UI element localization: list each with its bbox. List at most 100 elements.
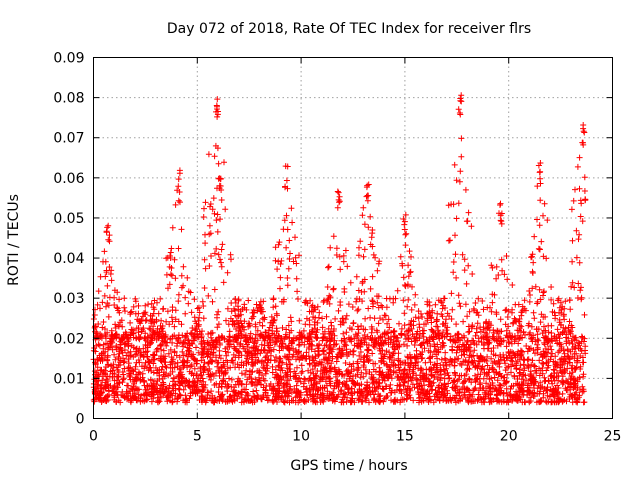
y-tick-label: 0.01 <box>53 371 84 387</box>
data-point <box>270 295 277 302</box>
data-point <box>444 324 451 331</box>
data-point <box>168 245 175 252</box>
data-point <box>457 111 464 118</box>
data-point <box>364 197 371 204</box>
data-point <box>216 256 223 263</box>
data-point <box>91 312 98 318</box>
data-point <box>201 285 208 291</box>
data-point <box>499 267 506 274</box>
data-point <box>359 212 366 219</box>
data-point <box>253 387 260 394</box>
data-point <box>337 299 344 305</box>
y-tick-label: 0.08 <box>53 91 84 107</box>
data-point <box>494 327 501 334</box>
data-point <box>582 196 589 203</box>
data-point <box>205 151 212 158</box>
data-point <box>466 328 473 335</box>
data-point <box>496 363 503 370</box>
data-point <box>121 304 128 311</box>
data-point <box>381 360 388 367</box>
data-point <box>434 310 441 317</box>
data-point <box>333 358 340 365</box>
grid-lines <box>93 57 613 419</box>
data-point <box>534 216 540 223</box>
data-point <box>340 330 347 337</box>
data-point <box>455 106 462 113</box>
data-point <box>576 185 583 192</box>
data-point <box>537 197 544 204</box>
data-point <box>205 360 211 367</box>
data-point <box>178 226 185 233</box>
data-point <box>277 285 283 292</box>
data-point <box>458 153 465 160</box>
data-point <box>166 382 173 389</box>
data-point <box>321 297 328 304</box>
data-point <box>103 228 110 235</box>
data-point <box>350 320 357 327</box>
data-point <box>409 283 415 290</box>
data-point <box>480 306 487 313</box>
data-point <box>457 168 464 175</box>
data-point <box>214 211 221 218</box>
data-point <box>226 375 232 382</box>
data-point <box>105 222 112 229</box>
data-point <box>175 298 182 305</box>
data-point <box>300 327 307 334</box>
data-point <box>283 177 290 184</box>
data-point <box>100 319 107 325</box>
data-point <box>552 315 559 322</box>
data-point <box>498 220 505 227</box>
data-point <box>367 213 374 220</box>
data-point <box>456 178 463 185</box>
data-point <box>342 360 349 366</box>
data-point <box>200 315 207 322</box>
data-point <box>191 296 198 303</box>
data-point <box>438 356 445 363</box>
data-point <box>140 345 147 352</box>
data-point <box>164 398 171 405</box>
data-point <box>550 366 557 373</box>
data-point <box>369 350 376 357</box>
data-point <box>412 291 419 298</box>
data-point <box>283 244 290 251</box>
data-point <box>580 371 587 378</box>
data-point <box>403 230 410 237</box>
data-point <box>450 259 457 265</box>
data-point <box>276 239 283 246</box>
data-point <box>215 251 222 258</box>
data-point <box>245 297 252 304</box>
data-point <box>567 306 574 313</box>
data-point <box>456 389 463 396</box>
data-point <box>269 363 276 370</box>
data-point <box>260 364 267 371</box>
data-point <box>349 304 356 310</box>
data-point <box>184 274 191 281</box>
data-point <box>268 313 275 320</box>
data-point <box>471 386 478 393</box>
data-point <box>415 359 421 365</box>
data-point <box>577 287 584 294</box>
data-point <box>336 193 343 200</box>
data-point <box>452 232 458 239</box>
x-tick-label: 10 <box>292 429 310 445</box>
data-point <box>215 321 222 328</box>
data-point <box>191 365 198 372</box>
data-point <box>213 245 220 252</box>
data-point <box>355 364 362 371</box>
data-point <box>289 219 296 226</box>
data-point <box>97 333 104 340</box>
data-point <box>201 205 207 212</box>
data-point <box>548 330 555 336</box>
data-point <box>293 382 300 389</box>
y-tick-label: 0.03 <box>53 291 84 307</box>
data-point <box>467 348 474 355</box>
data-point <box>350 347 357 354</box>
data-point <box>402 231 409 238</box>
data-point <box>478 366 485 373</box>
data-point <box>199 375 206 382</box>
data-point <box>559 390 566 397</box>
data-point <box>355 252 362 259</box>
data-point <box>407 269 413 276</box>
data-point <box>100 258 106 265</box>
data-point <box>449 306 456 313</box>
